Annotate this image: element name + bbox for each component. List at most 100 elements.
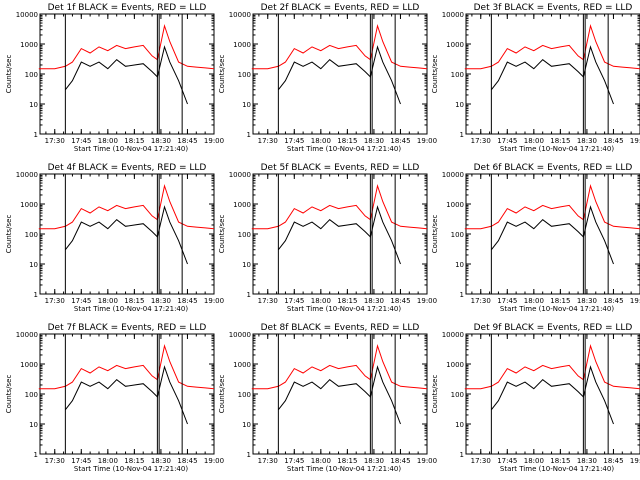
x-tick-label: 18:45	[177, 457, 197, 465]
series-line-red	[464, 344, 640, 390]
x-tick-label: 18:45	[177, 137, 197, 145]
y-tick-label: 100	[238, 231, 251, 239]
y-tick-label: 1	[247, 131, 251, 139]
series-line-red	[464, 184, 640, 230]
x-tick-label: 17:30	[258, 137, 278, 145]
x-axis-label: Start Time (10-Nov-04 17:21:40)	[287, 465, 401, 473]
y-tick-label: 100	[238, 391, 251, 399]
x-tick-label: 19:00	[630, 457, 640, 465]
y-tick-label: 1	[247, 291, 251, 299]
y-tick-label: 100	[238, 71, 251, 79]
series-line-black	[65, 365, 188, 425]
series-line-black	[491, 205, 614, 265]
y-tick-label: 100	[451, 391, 464, 399]
x-axis-label: Start Time (10-Nov-04 17:21:40)	[287, 145, 401, 153]
x-tick-label: 17:45	[284, 297, 304, 305]
x-tick-label: 17:45	[71, 457, 91, 465]
x-tick-label: 18:30	[151, 297, 171, 305]
x-tick-label: 17:30	[471, 137, 491, 145]
plot-frame	[39, 333, 215, 455]
x-tick-label: 18:15	[337, 297, 357, 305]
plot-frame	[465, 333, 640, 455]
y-axis-label: Counts/sec	[218, 55, 226, 94]
x-tick-label: 18:30	[577, 457, 597, 465]
x-tick-label: 18:15	[124, 297, 144, 305]
chart-title: Det 6f BLACK = Events, RED = LLD	[474, 163, 633, 173]
series-line-red	[251, 184, 428, 230]
y-tick-label: 10000	[16, 331, 38, 339]
x-axis-label: Start Time (10-Nov-04 17:21:40)	[74, 465, 188, 473]
x-tick-label: 17:30	[45, 297, 65, 305]
chart-title: Det 7f BLACK = Events, RED = LLD	[48, 323, 207, 333]
y-tick-label: 1000	[20, 201, 38, 209]
y-tick-label: 1	[34, 451, 38, 459]
series-line-red	[251, 24, 428, 70]
x-tick-label: 19:00	[204, 297, 224, 305]
plot-frame	[252, 173, 428, 295]
series-line-black	[65, 45, 188, 105]
plot-frame	[252, 13, 428, 135]
y-tick-label: 100	[25, 231, 38, 239]
y-tick-label: 100	[451, 71, 464, 79]
y-tick-label: 10000	[229, 171, 251, 179]
x-tick-label: 17:45	[284, 137, 304, 145]
y-axis-label: Counts/sec	[431, 55, 439, 94]
x-tick-label: 18:30	[577, 297, 597, 305]
x-tick-label: 18:15	[550, 137, 570, 145]
plot-frame	[39, 173, 215, 295]
chart-panel-5: Det 5f BLACK = Events, RED = LLD 1 10 100 10…	[218, 163, 437, 313]
x-tick-label: 18:45	[390, 457, 410, 465]
y-axis-label: Counts/sec	[431, 215, 439, 254]
y-tick-label: 1000	[446, 41, 464, 49]
y-tick-label: 10000	[229, 11, 251, 19]
chart-title: Det 3f BLACK = Events, RED = LLD	[474, 3, 633, 13]
series-line-red	[38, 184, 215, 230]
plot-frame	[39, 13, 215, 135]
y-tick-label: 10	[242, 101, 251, 109]
x-tick-label: 17:30	[45, 137, 65, 145]
x-tick-label: 18:45	[390, 137, 410, 145]
x-axis-label: Start Time (10-Nov-04 17:21:40)	[74, 145, 188, 153]
x-tick-label: 18:15	[337, 137, 357, 145]
y-tick-label: 1000	[20, 361, 38, 369]
series-line-black	[278, 365, 401, 425]
y-tick-label: 10000	[16, 171, 38, 179]
y-axis-label: Counts/sec	[218, 375, 226, 414]
x-tick-label: 17:45	[284, 457, 304, 465]
x-tick-label: 18:15	[550, 297, 570, 305]
series-line-black	[491, 45, 614, 105]
series-line-black	[278, 205, 401, 265]
x-tick-label: 17:30	[45, 457, 65, 465]
chart-title: Det 4f BLACK = Events, RED = LLD	[48, 163, 207, 173]
y-tick-label: 10	[455, 261, 464, 269]
x-tick-label: 18:45	[603, 297, 623, 305]
y-tick-label: 10	[242, 421, 251, 429]
x-tick-label: 19:00	[417, 457, 437, 465]
y-tick-label: 1000	[233, 201, 251, 209]
x-tick-label: 18:30	[364, 297, 384, 305]
x-tick-label: 19:00	[630, 137, 640, 145]
x-tick-label: 18:00	[98, 297, 118, 305]
chart-panel-8: Det 8f BLACK = Events, RED = LLD 1 10 100 10…	[218, 323, 437, 473]
x-axis-label: Start Time (10-Nov-04 17:21:40)	[500, 305, 614, 313]
x-tick-label: 17:30	[471, 297, 491, 305]
x-tick-label: 18:45	[603, 457, 623, 465]
y-axis-label: Counts/sec	[5, 55, 13, 94]
y-axis-label: Counts/sec	[5, 215, 13, 254]
y-axis-label: Counts/sec	[5, 375, 13, 414]
x-tick-label: 18:45	[390, 297, 410, 305]
x-tick-label: 18:15	[337, 457, 357, 465]
x-tick-label: 17:30	[471, 457, 491, 465]
y-tick-label: 10	[29, 261, 38, 269]
plot-frame	[465, 13, 640, 135]
x-tick-label: 17:45	[71, 297, 91, 305]
y-tick-label: 1	[247, 451, 251, 459]
x-tick-label: 18:45	[177, 297, 197, 305]
chart-title: Det 1f BLACK = Events, RED = LLD	[48, 3, 207, 13]
y-tick-label: 100	[25, 71, 38, 79]
series-line-black	[278, 45, 401, 105]
chart-title: Det 2f BLACK = Events, RED = LLD	[261, 3, 420, 13]
chart-panel-2: Det 2f BLACK = Events, RED = LLD 1 10 100 10…	[218, 3, 437, 153]
x-axis-label: Start Time (10-Nov-04 17:21:40)	[500, 145, 614, 153]
series-line-red	[38, 24, 215, 70]
